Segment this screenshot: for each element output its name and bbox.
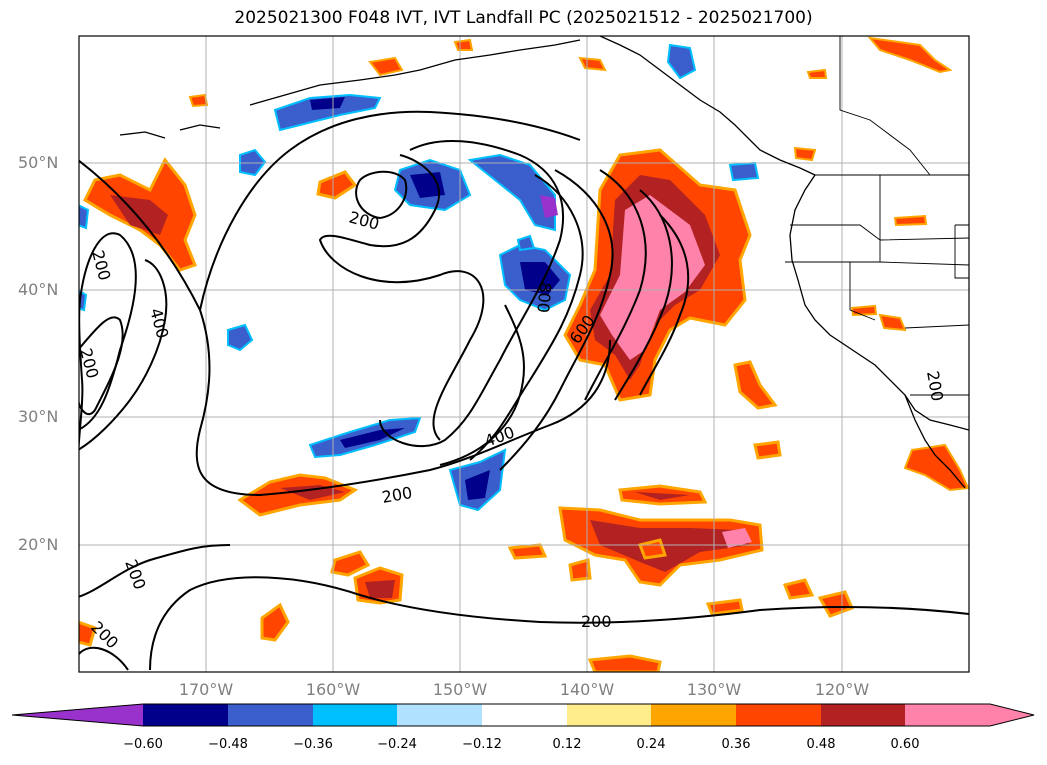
colorbar-swatch (821, 704, 905, 726)
lon-label: 130°W (686, 680, 742, 699)
colorbar-outline (11, 703, 1035, 727)
colorbar-tick-label: −0.36 (293, 737, 333, 752)
colorbar-swatch (143, 704, 228, 726)
colorbar-tick-label: 0.48 (806, 737, 836, 752)
lon-label: 150°W (432, 680, 488, 699)
colorbar-swatch (567, 704, 651, 726)
colorbar-swatch (651, 704, 736, 726)
lat-label: 50°N (18, 153, 59, 172)
coastlines (119, 36, 969, 489)
colorbar-swatch (482, 704, 567, 726)
colorbar-swatch (397, 704, 482, 726)
contour-label: 200 (581, 612, 612, 631)
colorbar-extend-low (12, 704, 143, 726)
colorbar-swatch (228, 704, 313, 726)
colorbar-tick-label: −0.24 (377, 737, 417, 752)
lon-label: 120°W (814, 680, 870, 699)
colorbar-tick-label: 0.60 (890, 737, 920, 752)
colorbar-swatch (905, 704, 990, 726)
lon-label: 140°W (559, 680, 615, 699)
map-frame (78, 35, 970, 673)
lat-label: 30°N (18, 407, 59, 426)
colorbar-swatch (313, 704, 397, 726)
lon-label: 170°W (178, 680, 234, 699)
colorbar-tick-label: −0.48 (208, 737, 248, 752)
lat-label: 40°N (18, 280, 59, 299)
colorbar-tick-label: 0.36 (721, 737, 751, 752)
colorbar-extend-high (990, 704, 1034, 726)
colorbar-tick-label: −0.12 (462, 737, 502, 752)
graticule (79, 36, 969, 672)
lon-label: 160°W (305, 680, 361, 699)
colorbar-tick-label: 0.24 (636, 737, 666, 752)
contour-label: 800 (533, 282, 555, 314)
map-title: 2025021300 F048 IVT, IVT Landfall PC (20… (234, 8, 813, 28)
map-background (79, 36, 969, 672)
colorbar-swatch (736, 704, 821, 726)
colorbar-tick-label: 0.12 (552, 737, 582, 752)
colorbar-tick-label: −0.60 (123, 737, 163, 752)
lat-label: 20°N (18, 535, 59, 554)
ivt-contours (79, 110, 969, 671)
political-borders (785, 36, 969, 396)
colorbar (11, 703, 1035, 727)
